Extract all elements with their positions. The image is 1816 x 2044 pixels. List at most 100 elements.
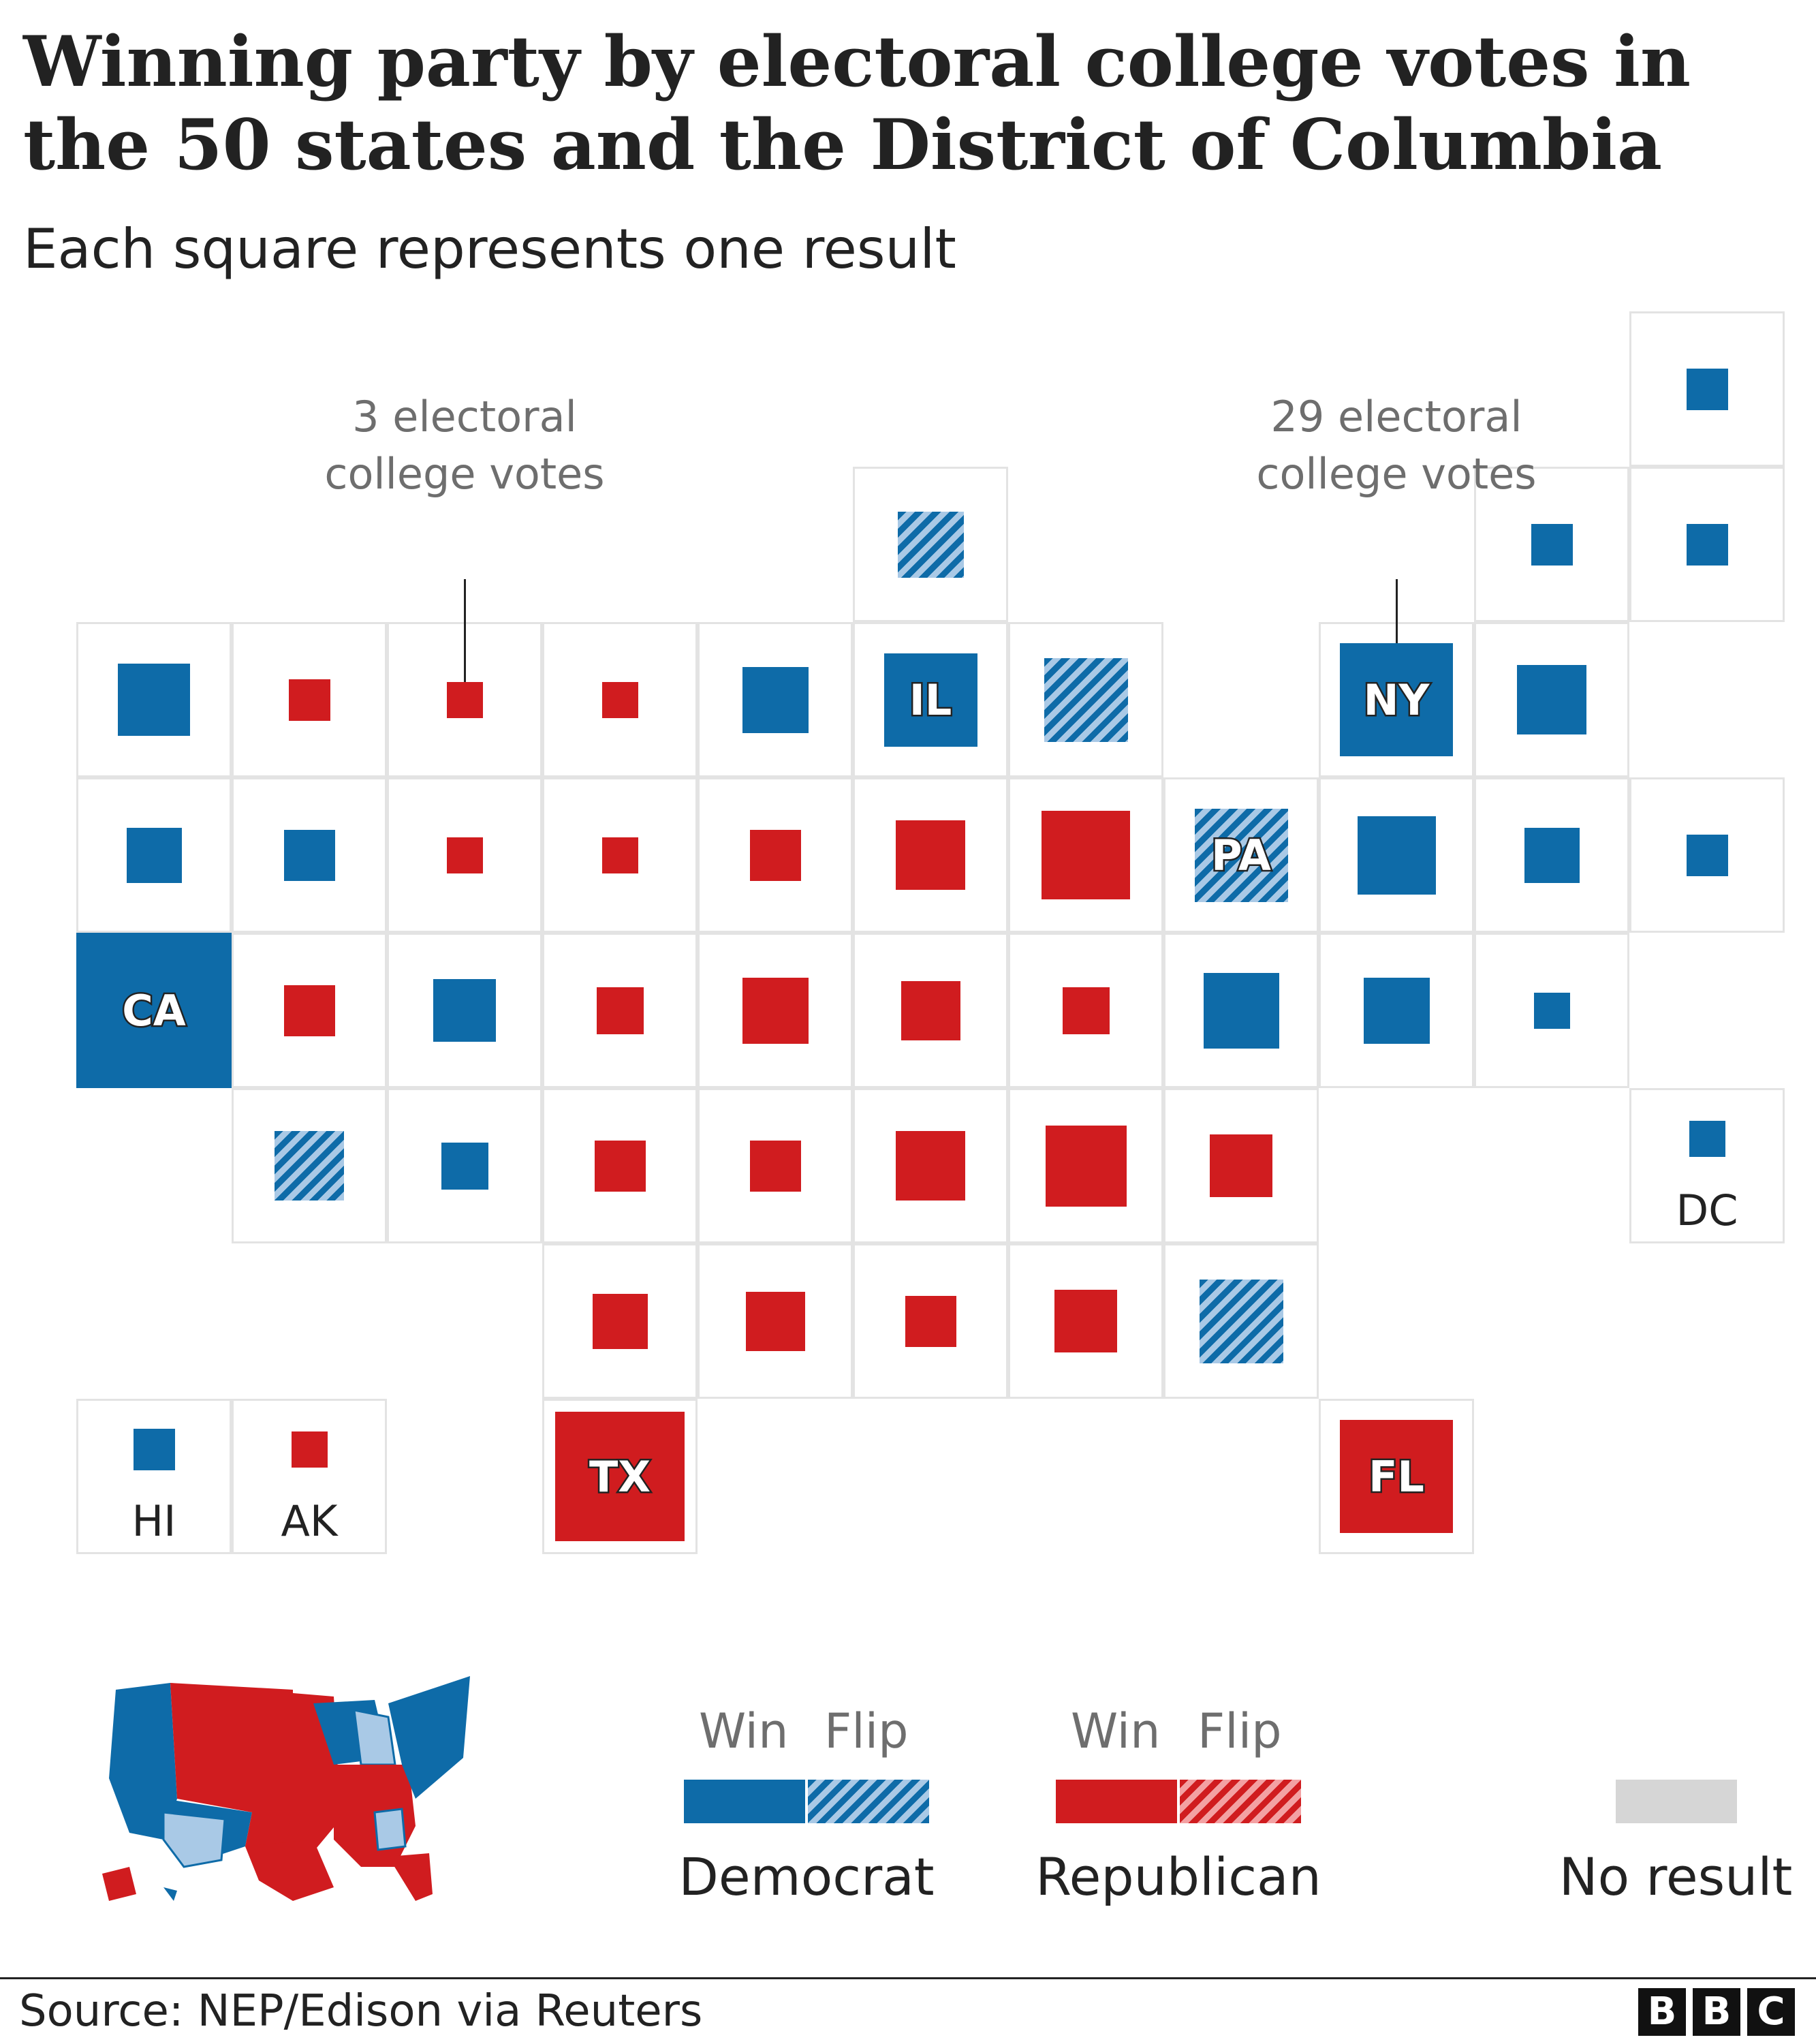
state-cell [232, 622, 387, 777]
state-cell: IL [853, 622, 1008, 777]
state-cell: FL [1319, 1399, 1474, 1554]
state-cell [232, 777, 387, 933]
state-cell [1008, 1088, 1163, 1243]
result-square [1210, 1134, 1272, 1197]
result-square [446, 837, 483, 873]
result-square [1044, 657, 1128, 742]
legend-rep-win-swatch [1056, 1780, 1177, 1823]
state-cell [698, 1243, 853, 1399]
result-square [905, 1295, 956, 1347]
result-square [901, 980, 960, 1040]
bbc-logo-letter: C [1747, 1988, 1795, 2036]
legend-dem-flip-label: Flip [824, 1703, 909, 1759]
state-cell [542, 622, 698, 777]
result-square: IL [883, 653, 977, 747]
legend-rep-flip-label: Flip [1197, 1703, 1282, 1759]
result-square: TX [555, 1412, 685, 1541]
legend-democrat-label: Democrat [678, 1846, 935, 1907]
legend-no-result-label: No result [1559, 1846, 1793, 1907]
state-cell [1163, 1243, 1319, 1399]
state-cell: TX [542, 1399, 698, 1554]
map-plains [245, 1690, 341, 1867]
state-cell [1629, 777, 1785, 933]
result-square [1531, 523, 1573, 566]
state-cell: NY [1319, 622, 1474, 777]
state-cell [853, 1088, 1008, 1243]
result-square [596, 987, 644, 1034]
map-west-coast [109, 1683, 177, 1840]
result-square [288, 679, 330, 721]
result-square [896, 1131, 965, 1201]
bbc-logo-letter: B [1693, 1988, 1740, 2036]
state-cell [698, 622, 853, 777]
result-square [1686, 834, 1728, 876]
source-note: Source: NEP/Edison via Reuters [19, 1986, 703, 2037]
map-texas [245, 1840, 334, 1901]
result-square [897, 511, 964, 578]
state-label: IL [907, 673, 954, 726]
state-caption: DC [1676, 1186, 1738, 1235]
state-cell [1319, 933, 1474, 1088]
result-square [1686, 523, 1728, 566]
result-square [291, 1431, 328, 1468]
state-cell: HI [76, 1399, 232, 1554]
result-square [594, 1140, 646, 1192]
annotation-leader-line [1396, 579, 1398, 643]
state-cell [387, 777, 542, 933]
result-square [283, 829, 335, 881]
result-square: FL [1340, 1420, 1453, 1533]
state-label: TX [587, 1450, 652, 1503]
result-square [1533, 992, 1570, 1029]
state-cell [1163, 1088, 1319, 1243]
state-label: PA [1210, 829, 1273, 882]
state-cell [542, 933, 698, 1088]
result-square [118, 664, 190, 736]
state-cell [1319, 777, 1474, 933]
result-square: PA [1194, 808, 1288, 902]
state-cell [232, 1088, 387, 1243]
state-cell: DC [1629, 1088, 1785, 1243]
footer-divider [0, 1977, 1816, 1979]
bbc-logo-letter: B [1638, 1988, 1686, 2036]
us-overview-map [102, 1676, 470, 1901]
result-square [1689, 1120, 1725, 1157]
result-square [601, 681, 638, 718]
result-square [1363, 977, 1430, 1044]
legend-dem-win-label: Win [699, 1703, 789, 1759]
result-square [1517, 665, 1586, 734]
us-map-central [245, 1690, 396, 1901]
state-cell [1008, 622, 1163, 777]
state-cell [698, 777, 853, 933]
result-square [133, 1428, 175, 1470]
state-cell [1474, 777, 1629, 933]
map-northeast [388, 1676, 470, 1799]
map-georgia-flip [373, 1808, 407, 1851]
state-cell [1474, 933, 1629, 1088]
map-alaska [102, 1867, 136, 1901]
state-cell [853, 777, 1008, 933]
state-cell [387, 1088, 542, 1243]
us-map-insets [102, 1867, 177, 1901]
state-label: CA [121, 984, 187, 1037]
result-square: CA [76, 933, 232, 1088]
state-cell: CA [76, 933, 232, 1088]
result-square [1045, 1125, 1127, 1207]
result-square [592, 1293, 648, 1349]
result-square [1524, 827, 1580, 883]
result-square [742, 666, 809, 733]
state-cell [1474, 467, 1629, 622]
result-square [1062, 987, 1110, 1034]
result-square [1199, 1279, 1283, 1363]
result-square [749, 1140, 801, 1192]
state-cell [1629, 467, 1785, 622]
result-square [896, 820, 965, 890]
state-cell [1008, 1243, 1163, 1399]
result-square [1203, 972, 1279, 1049]
map-florida [388, 1853, 433, 1901]
result-square [1042, 811, 1130, 899]
result-square [433, 979, 496, 1042]
state-cell [698, 933, 853, 1088]
state-cell: PA [1163, 777, 1319, 933]
result-square [446, 681, 483, 718]
result-square [742, 977, 809, 1044]
